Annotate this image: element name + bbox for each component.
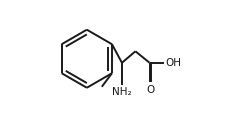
- Text: NH₂: NH₂: [112, 87, 132, 97]
- Text: OH: OH: [165, 58, 181, 68]
- Text: O: O: [146, 85, 154, 95]
